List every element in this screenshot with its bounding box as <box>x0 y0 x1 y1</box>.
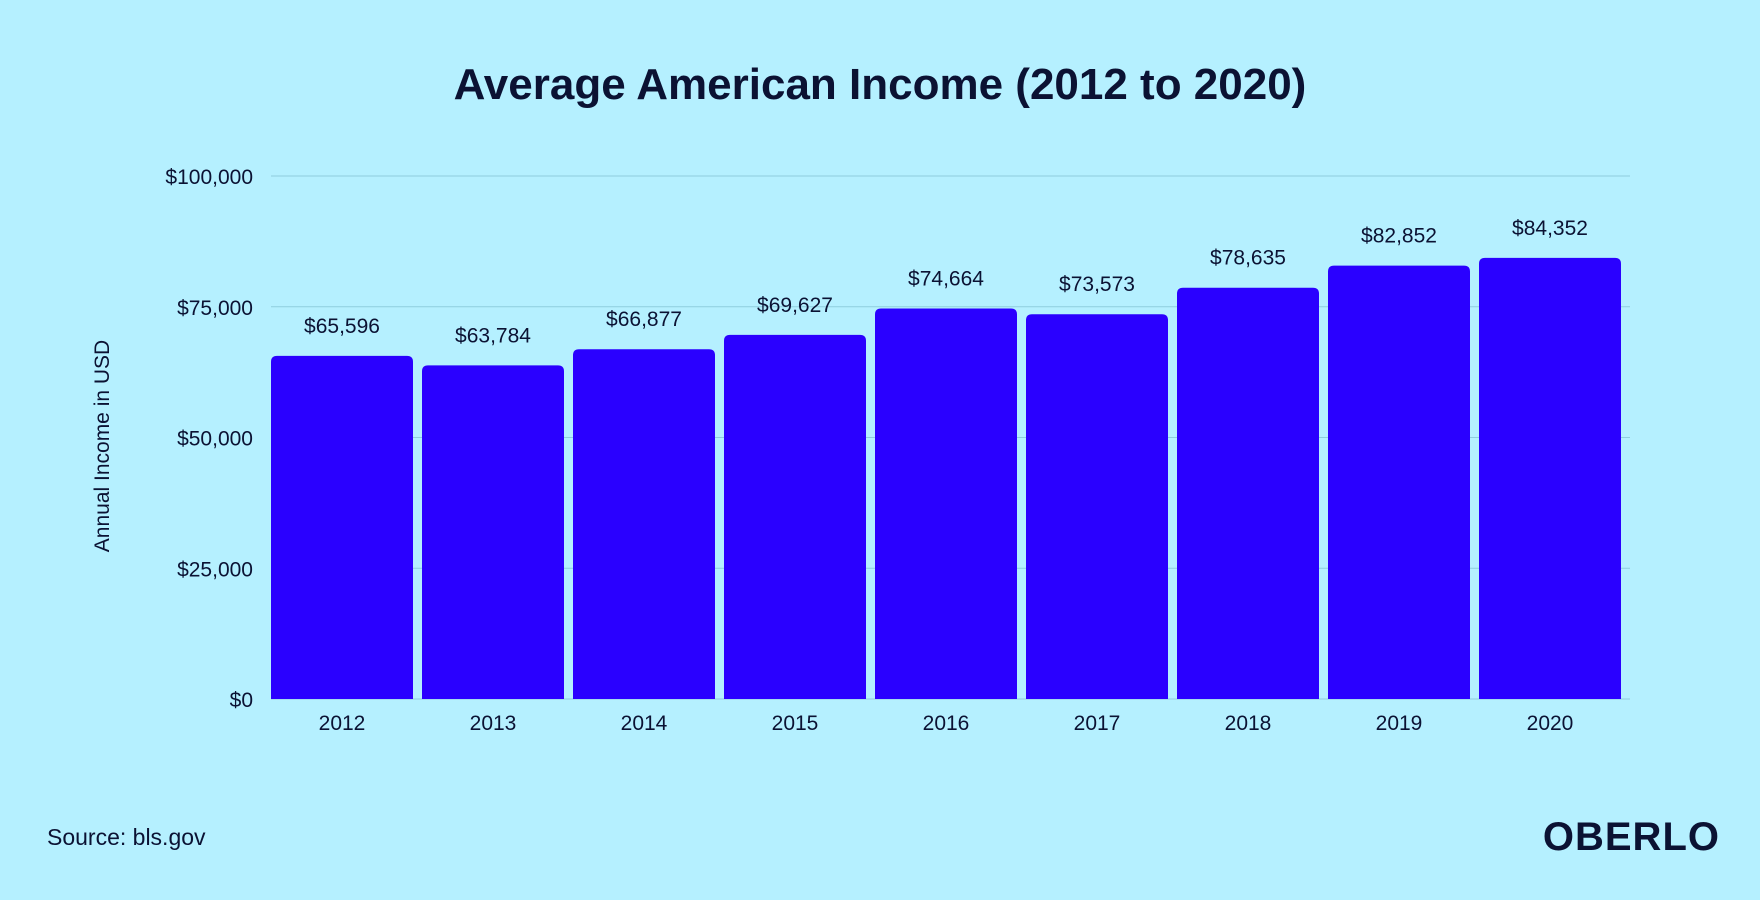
bar-2018 <box>1177 287 1319 699</box>
svg-text:OBERLO: OBERLO <box>1543 815 1720 858</box>
y-tick-label: $75,000 <box>177 297 253 320</box>
data-labels: $65,596 $63,784 $66,877 $69,627 $74,664 $73,5… <box>304 217 1588 348</box>
bar-2019 <box>1328 265 1470 699</box>
x-tick-label: 2014 <box>621 712 668 735</box>
x-tick-label: 2015 <box>772 712 819 735</box>
data-label: $78,635 <box>1210 247 1286 270</box>
x-tick-label: 2019 <box>1376 712 1423 735</box>
y-tick-label: $100,000 <box>165 166 253 189</box>
y-tick-label: $50,000 <box>177 428 253 451</box>
data-label: $84,352 <box>1512 217 1588 240</box>
data-label: $69,627 <box>757 294 833 317</box>
x-tick-labels: 2012 2013 2014 2015 2016 2017 2018 2019 2020 <box>319 712 1574 735</box>
bar-2013 <box>422 365 564 699</box>
y-tick-label: $25,000 <box>177 558 253 581</box>
bar-2014 <box>573 349 715 699</box>
oberlo-logo: OBERLO <box>1543 815 1720 858</box>
y-tick-label: $0 <box>230 689 253 712</box>
bar-2015 <box>724 334 866 699</box>
x-tick-label: 2020 <box>1527 712 1574 735</box>
data-label: $74,664 <box>908 268 984 291</box>
bars <box>271 257 1621 699</box>
y-tick-labels: $0 $25,000 $50,000 $75,000 $100,000 <box>165 166 253 712</box>
x-tick-label: 2013 <box>470 712 517 735</box>
data-label: $73,573 <box>1059 273 1135 296</box>
chart-title: Average American Income (2012 to 2020) <box>453 60 1307 109</box>
bar-2020 <box>1479 257 1621 699</box>
x-tick-label: 2012 <box>319 712 366 735</box>
x-tick-label: 2017 <box>1074 712 1121 735</box>
data-label: $66,877 <box>606 308 682 331</box>
source-text: Source: bls.gov <box>47 824 206 850</box>
x-tick-label: 2018 <box>1225 712 1272 735</box>
x-tick-label: 2016 <box>923 712 970 735</box>
data-label: $65,596 <box>304 315 380 338</box>
data-label: $82,852 <box>1361 225 1437 248</box>
bar-2016 <box>875 308 1017 699</box>
bar-2012 <box>271 355 413 699</box>
y-axis-label: Annual Income in USD <box>91 339 114 553</box>
bar-2017 <box>1026 314 1168 699</box>
data-label: $63,784 <box>455 324 531 347</box>
